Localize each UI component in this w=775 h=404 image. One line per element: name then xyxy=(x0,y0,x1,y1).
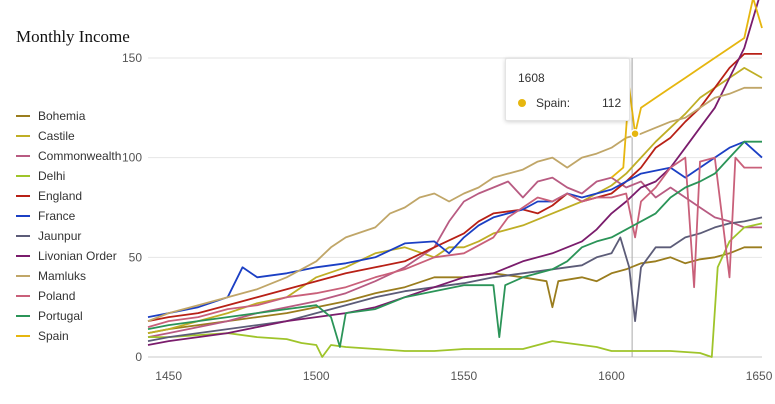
legend-label: Poland xyxy=(38,289,76,303)
tooltip-value: 112 xyxy=(602,96,622,110)
series-line-jaunpur[interactable] xyxy=(147,216,763,342)
x-tick-label: 1450 xyxy=(155,369,182,383)
legend-item-delhi[interactable]: Delhi xyxy=(16,166,121,186)
legend-item-jaunpur[interactable]: Jaunpur xyxy=(16,226,121,246)
legend-swatch xyxy=(16,155,30,157)
highlight-marker xyxy=(630,128,640,139)
legend-label: Mamluks xyxy=(38,269,87,283)
series-lines xyxy=(147,0,763,358)
x-axis: 1450 1500 1550 1600 1650 xyxy=(155,369,772,383)
tooltip-x-label: 1608 xyxy=(518,71,545,85)
legend-label: Bohemia xyxy=(38,109,86,123)
gridlines xyxy=(148,57,762,358)
y-tick-label: 150 xyxy=(122,51,142,65)
y-tick-label: 0 xyxy=(135,350,142,364)
series-line-livonian-order[interactable] xyxy=(147,0,762,346)
series-line-england[interactable] xyxy=(147,53,762,322)
series-line-france[interactable] xyxy=(147,140,763,318)
y-tick-label: 100 xyxy=(122,151,142,165)
series-line-spain[interactable] xyxy=(610,0,763,179)
legend-swatch xyxy=(16,235,30,237)
series-line-bohemia[interactable] xyxy=(147,246,762,334)
legend-item-poland[interactable]: Poland xyxy=(16,286,121,306)
highlight-point[interactable] xyxy=(630,128,640,139)
legend-label: Livonian Order xyxy=(38,249,117,263)
legend-item-livonian-order[interactable]: Livonian Order xyxy=(16,246,121,266)
series-line-delhi[interactable] xyxy=(148,222,763,358)
legend-swatch xyxy=(16,195,30,197)
legend-item-france[interactable]: France xyxy=(16,206,121,226)
legend-swatch xyxy=(16,115,30,117)
tooltip: 1608 Spain: 112 xyxy=(505,58,630,121)
tooltip-series-name: Spain: xyxy=(536,96,571,110)
series-line-mamluks[interactable] xyxy=(147,86,762,322)
legend-swatch xyxy=(16,215,30,217)
legend-item-portugal[interactable]: Portugal xyxy=(16,306,121,326)
x-tick-label: 1500 xyxy=(303,369,330,383)
series-line-portugal[interactable] xyxy=(147,140,762,348)
tooltip-series-dot xyxy=(518,99,526,107)
legend-item-spain[interactable]: Spain xyxy=(16,326,121,346)
legend-label: Portugal xyxy=(38,309,83,323)
legend: Bohemia Castile Commonwealth Delhi England Fr… xyxy=(16,106,121,346)
legend-label: Jaunpur xyxy=(38,229,82,243)
legend-item-bohemia[interactable]: Bohemia xyxy=(16,106,121,126)
legend-item-mamluks[interactable]: Mamluks xyxy=(16,266,121,286)
y-axis: 0 50 100 150 xyxy=(122,51,142,364)
chart-title: Monthly Income xyxy=(16,27,130,46)
x-tick-label: 1650 xyxy=(746,369,773,383)
legend-label: England xyxy=(38,189,83,203)
legend-item-castile[interactable]: Castile xyxy=(16,126,121,146)
legend-swatch xyxy=(16,135,30,137)
x-tick-label: 1550 xyxy=(451,369,478,383)
legend-swatch xyxy=(16,295,30,297)
series-line-poland[interactable] xyxy=(147,156,762,328)
legend-label: Spain xyxy=(38,329,69,343)
legend-item-england[interactable]: England xyxy=(16,186,121,206)
legend-swatch xyxy=(16,335,30,337)
legend-label: Commonwealth xyxy=(38,149,122,163)
legend-label: France xyxy=(38,209,76,223)
series-line-commonwealth[interactable] xyxy=(147,176,762,338)
legend-label: Castile xyxy=(38,129,75,143)
x-tick-label: 1600 xyxy=(598,369,625,383)
legend-swatch xyxy=(16,175,30,177)
legend-swatch xyxy=(16,255,30,257)
legend-label: Delhi xyxy=(38,169,66,183)
legend-swatch xyxy=(16,315,30,317)
y-tick-label: 50 xyxy=(129,250,143,264)
legend-item-commonwealth[interactable]: Commonwealth xyxy=(16,146,121,166)
legend-swatch xyxy=(16,275,30,277)
